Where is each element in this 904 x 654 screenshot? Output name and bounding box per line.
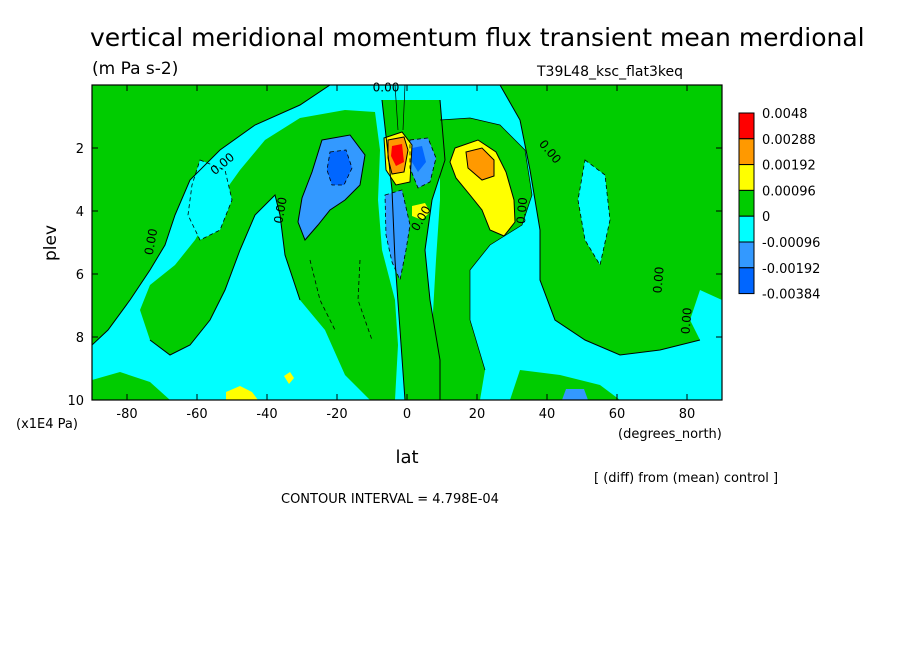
band-pos-low-bottom-right <box>510 370 620 400</box>
colorbar: 0.0048 0.00288 0.00192 0.00096 0 -0.00096 -0.0… <box>738 107 820 303</box>
colorbar-swatch <box>738 267 755 295</box>
colorbar-swatch <box>738 138 755 166</box>
contour-label: 0.00 <box>678 307 694 335</box>
y-tick-label: 4 <box>76 205 84 220</box>
band-pos-low-left-west <box>92 85 330 345</box>
band-neg-low-floor <box>562 389 588 400</box>
colorbar-swatch <box>738 112 755 140</box>
contour-label: 0.00 <box>650 266 666 294</box>
x-tick-label: 40 <box>539 407 556 422</box>
diff-note: [ (diff) from (mean) control ] <box>594 471 778 486</box>
colorbar-swatch <box>738 215 755 243</box>
x-axis-units: (degrees_north) <box>618 427 722 442</box>
chart-title: vertical meridional momentum flux transi… <box>90 23 865 52</box>
colorbar-label: 0.00192 <box>762 159 816 174</box>
contour-label: 0.00 <box>271 196 289 225</box>
band-max-equator <box>391 144 404 166</box>
contour-label: 0.00 <box>142 227 160 256</box>
y-tick-label: 10 <box>67 394 84 409</box>
units-label: (m Pa s-2) <box>92 59 178 79</box>
experiment-label: T39L48_ksc_flat3keq <box>536 64 683 80</box>
band-pos-mid-equator <box>412 203 430 220</box>
contour-interval: CONTOUR INTERVAL = 4.798E-04 <box>281 492 499 507</box>
colorbar-label: 0 <box>762 210 770 225</box>
y-tick-label: 2 <box>76 142 84 157</box>
y-axis-units: (x1E4 Pa) <box>16 417 78 432</box>
band-pos-mid-dot <box>284 372 294 384</box>
colorbar-label: 0.00288 <box>762 133 816 148</box>
x-tick-label: -80 <box>116 407 137 422</box>
band-pos-low-bottom-left <box>92 372 170 400</box>
colorbar-label: -0.00096 <box>762 236 820 251</box>
plot-area <box>92 85 722 400</box>
contour-label: 0.00 <box>373 80 400 94</box>
y-tick-label: 6 <box>76 268 84 283</box>
colorbar-label: -0.00384 <box>762 288 820 303</box>
colorbar-swatch <box>738 189 755 217</box>
x-tick-label: 60 <box>609 407 626 422</box>
y-axis: 2 4 6 8 10 <box>67 142 722 409</box>
x-tick-label: -40 <box>256 407 277 422</box>
x-tick-label: -60 <box>186 407 207 422</box>
colorbar-swatch <box>738 241 755 269</box>
x-tick-label: 20 <box>469 407 486 422</box>
band-neg-mid-west <box>327 150 352 185</box>
pocket-cyan-east <box>578 160 610 265</box>
x-tick-label: 0 <box>403 407 411 422</box>
contour-lines <box>92 85 701 400</box>
band-pos-mid-ne <box>450 140 515 236</box>
band-neg-mid-north <box>412 146 426 172</box>
x-tick-label: -20 <box>326 407 347 422</box>
contour-lines-negative <box>187 137 611 341</box>
colorbar-swatch <box>738 164 755 191</box>
pocket-cyan-west <box>188 160 232 240</box>
band-pos-low-east <box>500 85 722 355</box>
colorbar-label: 0.0048 <box>762 107 808 122</box>
colorbar-label: -0.00192 <box>762 262 820 277</box>
contour-label: 0.00 <box>514 197 530 225</box>
y-axis-title: plev <box>41 225 61 261</box>
x-axis: -80 -60 -40 -20 0 20 40 60 80 <box>116 85 695 422</box>
x-tick-label: 80 <box>679 407 696 422</box>
band-pos-mid-sw <box>226 386 258 400</box>
y-tick-label: 8 <box>76 331 84 346</box>
colorbar-label: 0.00096 <box>762 184 816 199</box>
x-axis-title: lat <box>395 447 418 468</box>
